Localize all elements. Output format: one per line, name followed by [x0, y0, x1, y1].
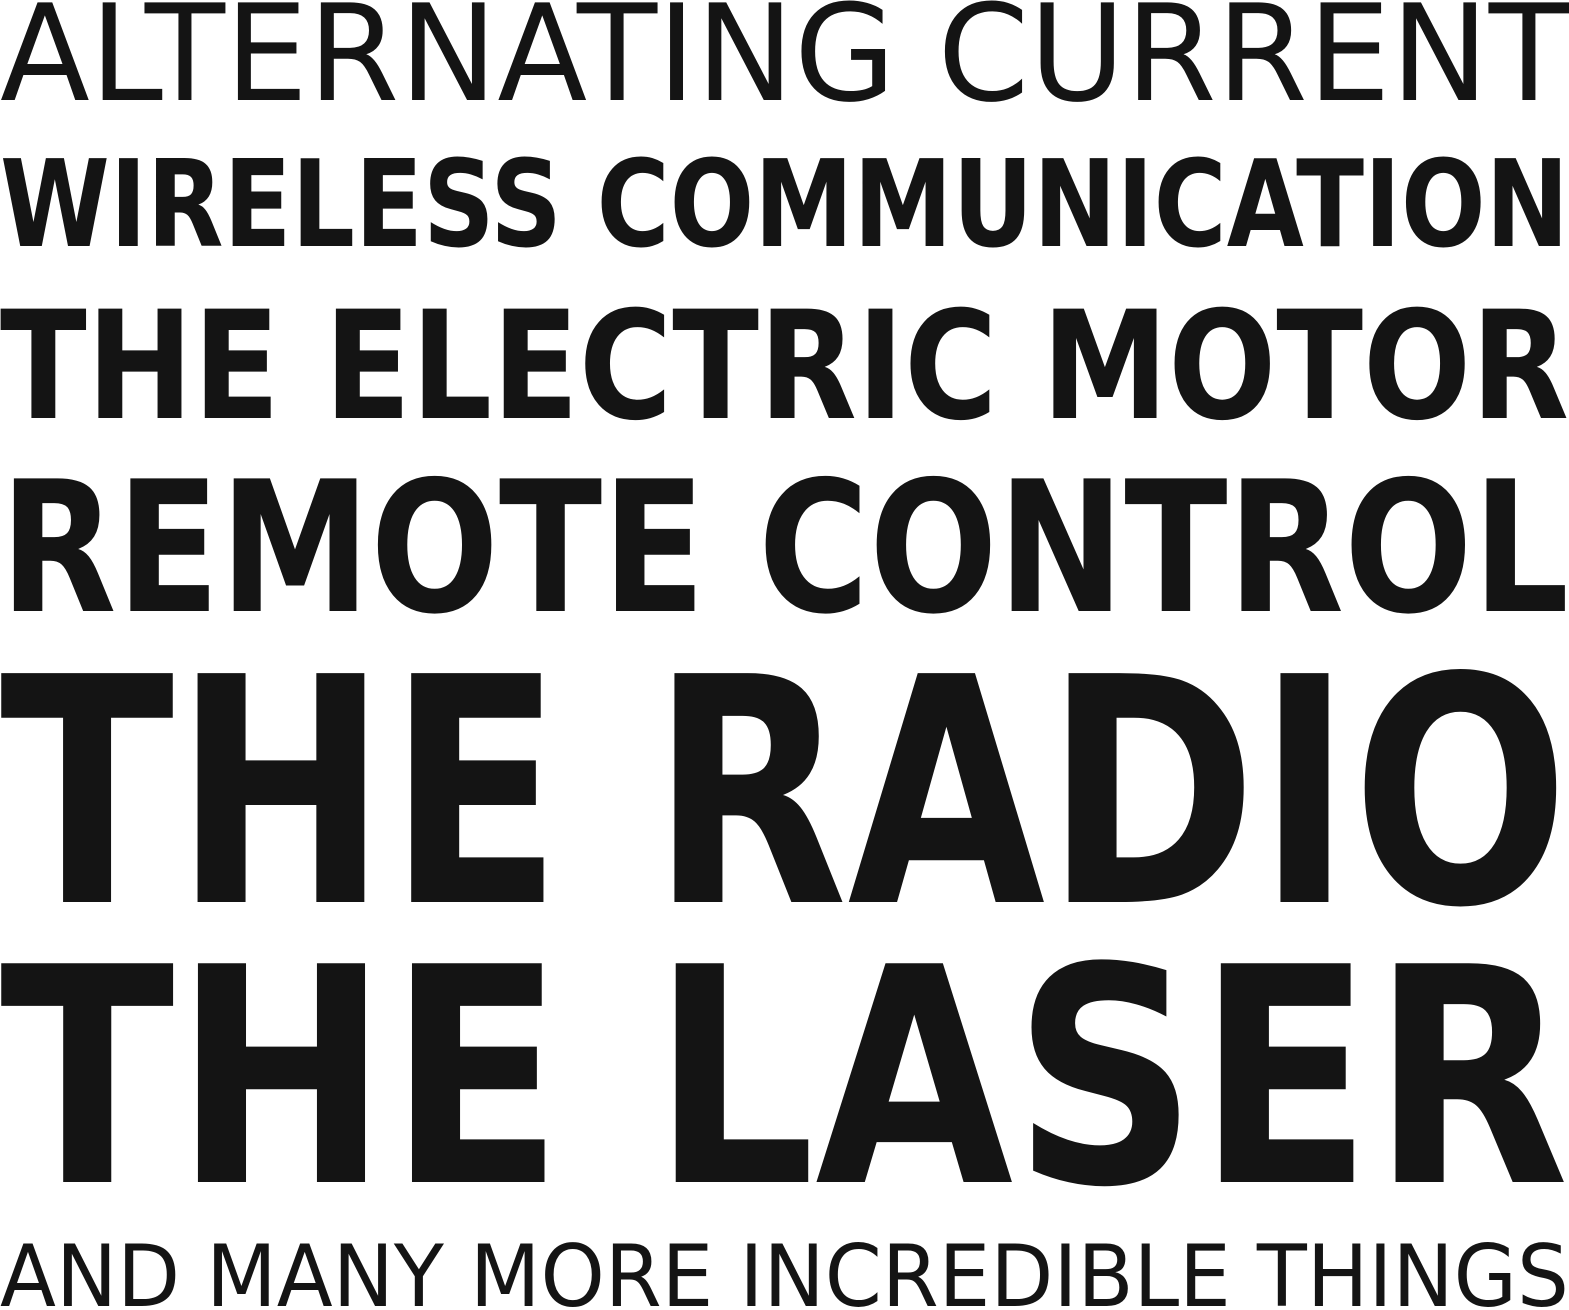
- headline-remote-control: REMOTE CONTROL: [0, 442, 1569, 654]
- tagline-many-more-things: AND MANY MORE INCREDIBLE THINGS: [0, 1227, 1569, 1310]
- headline-the-laser: THE LASER: [0, 904, 1569, 1253]
- headline-wireless-communication: WIRELESS COMMUNICATION: [0, 136, 1569, 275]
- headline-electric-motor: THE ELECTRIC MOTOR: [0, 280, 1569, 454]
- headline-alternating-current: ALTERNATING CURRENT: [0, 0, 1569, 132]
- headline-the-radio: THE RADIO: [0, 612, 1569, 977]
